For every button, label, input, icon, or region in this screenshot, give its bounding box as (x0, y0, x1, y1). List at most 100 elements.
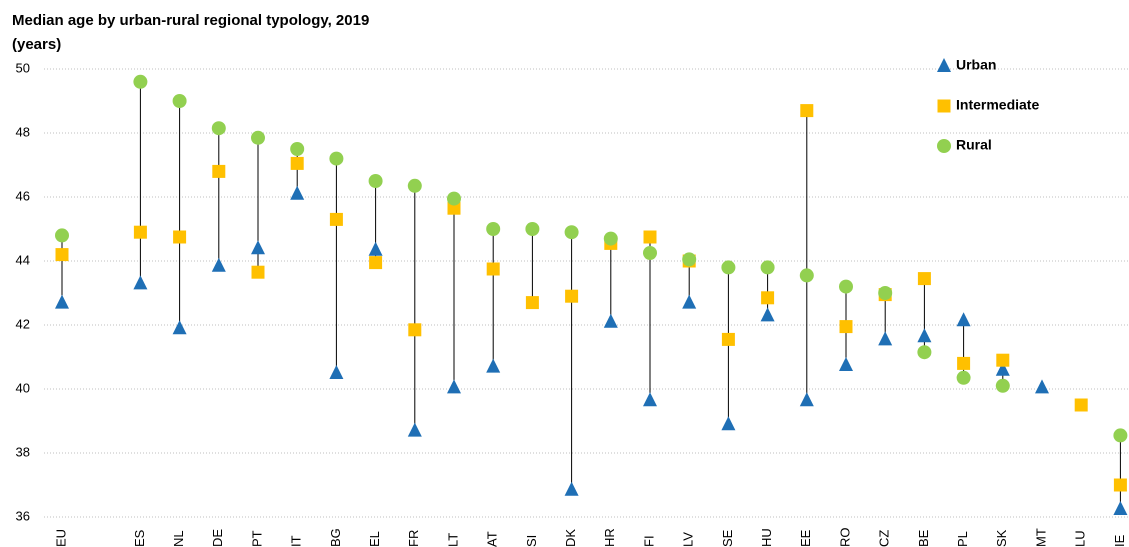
marker-square (447, 201, 461, 215)
marker-circle (525, 222, 540, 236)
marker-triangle (878, 331, 893, 346)
chart-subtitle: (years) (12, 36, 61, 53)
marker-square (486, 262, 500, 276)
marker-square (212, 164, 226, 178)
marker-triangle (1035, 379, 1049, 394)
legend-label: Rural (956, 137, 992, 153)
y-tick-label: 42 (16, 316, 30, 331)
marker-triangle (211, 257, 226, 272)
y-tick-label: 46 (16, 188, 30, 203)
x-tick-label: IT (289, 535, 304, 547)
marker-triangle (799, 392, 814, 407)
marker-triangle (329, 365, 344, 379)
x-tick-label: HR (602, 528, 617, 547)
chart-title: Median age by urban-rural regional typol… (12, 12, 369, 29)
x-tick-label: PL (955, 531, 970, 547)
marker-triangle (956, 312, 971, 327)
x-tick-label: RO (837, 528, 852, 547)
marker-circle (447, 191, 461, 206)
x-tick-label: HU (759, 528, 774, 547)
x-tick-label: BE (916, 529, 931, 547)
x-tick-label: CZ (877, 530, 892, 547)
marker-square (251, 265, 265, 279)
marker-triangle (682, 294, 697, 309)
marker-triangle (760, 307, 775, 322)
marker-circle (839, 279, 853, 294)
marker-square (761, 291, 775, 305)
marker-triangle (407, 422, 422, 437)
x-tick-label: SK (994, 529, 1009, 547)
marker-circle (368, 174, 383, 188)
legend-label: Intermediate (956, 97, 1039, 113)
marker-triangle (917, 328, 932, 343)
x-tick-label: LT (445, 533, 460, 547)
y-tick-label: 44 (16, 252, 30, 267)
x-tick-label: DK (563, 529, 578, 547)
marker-circle (721, 260, 736, 275)
marker-circle (329, 151, 344, 166)
marker-circle (917, 345, 932, 360)
marker-circle (564, 225, 579, 240)
marker-triangle (251, 240, 265, 255)
x-tick-label: EE (798, 529, 813, 547)
legend-marker (937, 58, 951, 72)
marker-circle (603, 231, 618, 246)
marker-triangle (564, 481, 579, 496)
grid (44, 68, 1129, 518)
marker-circle (682, 252, 697, 267)
marker-triangle (55, 294, 69, 309)
marker-circle (995, 378, 1010, 393)
marker-square (800, 104, 814, 118)
marker-triangle (721, 416, 736, 431)
x-tick-label: MT (1033, 528, 1048, 547)
marker-circle (290, 142, 305, 156)
marker-circle (643, 246, 657, 260)
x-tick-label: AT (485, 531, 500, 547)
legend-marker (937, 99, 951, 113)
marker-square (408, 323, 422, 337)
x-tick-label: BG (328, 528, 343, 547)
legend-marker (937, 139, 951, 153)
x-tick-label: FR (406, 530, 421, 547)
x-tick-label: LV (681, 532, 696, 547)
marker-circle (251, 130, 265, 145)
marker-triangle (1113, 501, 1128, 515)
marker-square (1113, 478, 1127, 492)
marker-circle (799, 268, 814, 283)
x-tick-label: ES (132, 529, 147, 547)
marker-square (369, 256, 383, 270)
marker-triangle (603, 313, 618, 328)
marker-triangle (839, 357, 853, 371)
marker-triangle (995, 361, 1010, 376)
marker-square (996, 353, 1010, 367)
marker-square (917, 272, 931, 286)
x-tick-label: PT (249, 530, 264, 547)
marker-circle (760, 260, 775, 275)
marker-triangle (133, 275, 148, 290)
x-tick-label: LU (1073, 530, 1088, 547)
marker-square (55, 248, 69, 262)
x-tick-label: EL (367, 531, 382, 547)
marker-triangle (172, 320, 187, 335)
legend-label: Urban (956, 57, 996, 73)
x-tick-label: SE (720, 529, 735, 547)
x-tick-label: NL (171, 530, 186, 547)
marker-square (839, 320, 853, 334)
marker-circle (486, 222, 501, 236)
x-tick-label: IE (1112, 534, 1127, 547)
marker-square (173, 230, 187, 244)
x-tick-label: SI (524, 535, 539, 547)
marker-square (957, 356, 971, 370)
marker-circle (1113, 428, 1128, 443)
marker-square (565, 289, 579, 303)
marker-square (721, 332, 735, 346)
marker-triangle (447, 379, 461, 394)
marker-circle (133, 74, 148, 89)
x-tick-label: EU (53, 529, 68, 547)
y-tick-label: 50 (16, 60, 30, 75)
marker-triangle (643, 392, 657, 407)
marker-circle (211, 121, 226, 136)
y-tick-label: 38 (16, 444, 30, 459)
x-tick-label: DE (210, 529, 225, 547)
x-tick-label: FI (641, 535, 656, 547)
